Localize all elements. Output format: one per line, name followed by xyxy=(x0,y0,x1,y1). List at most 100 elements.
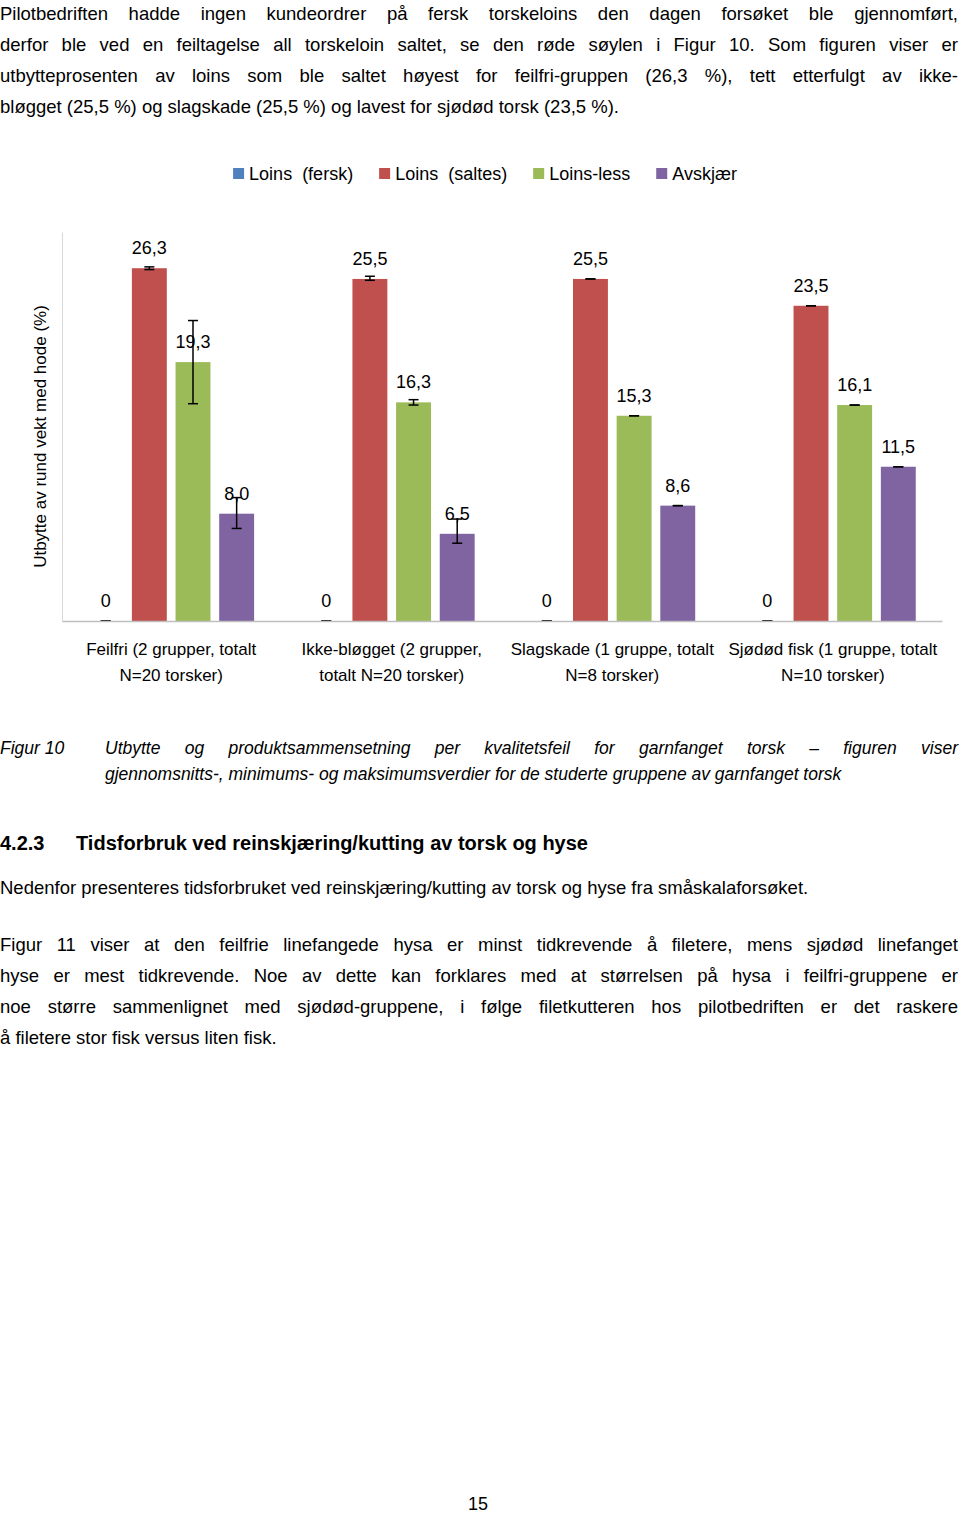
error-cap xyxy=(409,399,419,401)
bar xyxy=(219,514,254,621)
legend-label: Loins (fersk) xyxy=(249,164,353,184)
caption-line: Utbytte og produktsammensetning per kval… xyxy=(105,733,958,764)
paragraph-line: utbytteprosenten av loins som ble saltet… xyxy=(0,60,958,91)
y-axis-line xyxy=(62,233,63,622)
data-label: 0 xyxy=(542,591,552,611)
legend-swatch xyxy=(233,168,244,179)
error-cap xyxy=(365,280,375,282)
x-axis-line xyxy=(63,621,943,623)
caption-line: gjennomsnitts-, minimums- og maksimumsve… xyxy=(105,759,841,790)
error-cap xyxy=(144,269,154,271)
error-cap xyxy=(144,266,154,268)
page-number: 15 xyxy=(468,1489,488,1515)
error-cap xyxy=(629,415,639,417)
error-cap xyxy=(629,415,639,417)
legend-label: Loins-less xyxy=(549,164,630,184)
paragraph-line: derfor ble ved en feiltagelse all torske… xyxy=(0,29,958,60)
heading-title: Tidsforbruk ved reinskjæring/kutting av … xyxy=(76,828,588,859)
error-bar xyxy=(850,405,860,406)
error-cap xyxy=(585,278,595,280)
paragraph-line: hyse er mest tidkrevende. Noe av dette k… xyxy=(0,960,958,991)
plot-area xyxy=(101,267,916,621)
x-tick: Slagskade (1 gruppe, totaltN=8 torsker) xyxy=(511,621,714,685)
error-bar xyxy=(585,278,595,279)
error-cap xyxy=(188,320,198,322)
error-stem xyxy=(413,400,415,405)
error-cap xyxy=(232,528,242,530)
legend-label: Avskjær xyxy=(672,164,737,184)
chart: Utbytte av rund vekt med hode (%) Feilfri… xyxy=(0,0,960,1515)
data-label: 25,5 xyxy=(573,249,608,269)
data-label: 23,5 xyxy=(793,276,828,296)
error-cap xyxy=(188,403,198,405)
error-bar xyxy=(144,267,154,270)
data-label: 25,5 xyxy=(352,249,387,269)
caption-label: Figur 10 xyxy=(0,733,64,764)
error-cap xyxy=(673,505,683,507)
data-labels: 000026,325,525,523,519,316,315,316,18,06… xyxy=(101,238,915,611)
legend-item: Avskjær xyxy=(656,164,737,184)
bar xyxy=(794,306,829,621)
data-label: 0 xyxy=(101,591,111,611)
error-cap xyxy=(850,404,860,406)
data-label: 0 xyxy=(762,591,772,611)
x-tick: Ikke-bløgget (2 grupper,totalt N=20 tors… xyxy=(301,621,481,685)
paragraph-line: å filetere stor fisk versus liten fisk. xyxy=(0,1022,277,1053)
error-bar xyxy=(365,276,375,280)
legend-swatch xyxy=(379,168,390,179)
legend-item: Loins (fersk) xyxy=(233,164,353,184)
legend-item: Loins (saltes) xyxy=(379,164,507,184)
bar xyxy=(132,268,167,621)
error-cap xyxy=(893,466,903,468)
error-cap xyxy=(850,404,860,406)
bar xyxy=(573,279,608,621)
bar xyxy=(617,416,652,621)
legend-swatch xyxy=(533,168,544,179)
x-axis: Feilfri (2 grupper, totaltN=20 torsker) I… xyxy=(63,621,943,685)
paragraph-line: Figur 11 viser at den feilfrie linefange… xyxy=(0,929,958,960)
paragraph-line: bløgget (25,5 %) og slagskade (25,5 %) o… xyxy=(0,91,619,122)
error-bar xyxy=(409,400,419,405)
data-label: 15,3 xyxy=(617,386,652,406)
bar xyxy=(352,279,387,621)
legend-swatch xyxy=(656,168,667,179)
data-label: 26,3 xyxy=(132,238,167,258)
bar-series xyxy=(132,267,829,621)
error-cap xyxy=(585,278,595,280)
bar xyxy=(440,534,475,621)
y-axis-title: Utbytte av rund vekt med hode (%) xyxy=(31,305,50,568)
error-cap xyxy=(409,404,419,406)
x-tick-label: Ikke-bløgget (2 grupper,totalt N=20 tors… xyxy=(301,640,481,685)
x-tick: Sjødød fisk (1 gruppe, totaltN=10 torske… xyxy=(728,621,937,685)
error-bar xyxy=(629,415,639,416)
data-label: 8,6 xyxy=(665,476,690,496)
x-tick-label: Feilfri (2 grupper, totaltN=20 torsker) xyxy=(86,640,256,685)
bar-series xyxy=(176,321,873,621)
error-bar xyxy=(673,505,683,506)
data-label: 11,5 xyxy=(881,437,915,457)
data-label: 16,3 xyxy=(396,372,431,392)
error-cap xyxy=(806,305,816,307)
error-cap xyxy=(452,542,462,544)
bar xyxy=(660,506,695,621)
paragraph-line: Nedenfor presenteres tidsforbruket ved r… xyxy=(0,872,808,903)
x-tick-label: Slagskade (1 gruppe, totaltN=8 torsker) xyxy=(511,640,714,685)
y-axis xyxy=(62,233,63,622)
error-cap xyxy=(893,466,903,468)
x-tick-label: Sjødød fisk (1 gruppe, totaltN=10 torske… xyxy=(728,640,937,685)
bar xyxy=(837,405,872,621)
legend-label: Loins (saltes) xyxy=(395,164,507,184)
error-cap xyxy=(673,505,683,507)
bar xyxy=(881,467,916,621)
data-label: 0 xyxy=(321,591,331,611)
data-label: 19,3 xyxy=(175,332,210,352)
data-label: 8,0 xyxy=(224,484,249,504)
paragraph-line: noe større sammenlignet med sjødød-grupp… xyxy=(0,991,958,1022)
bar-series xyxy=(219,467,916,621)
legend-item: Loins-less xyxy=(533,164,630,184)
error-cap xyxy=(806,305,816,307)
data-label: 6,5 xyxy=(445,504,470,524)
error-bar xyxy=(893,466,903,467)
legend: Loins (fersk) Loins (saltes) Loins-less Avs… xyxy=(233,164,737,184)
x-tick: Feilfri (2 grupper, totaltN=20 torsker) xyxy=(86,621,256,685)
